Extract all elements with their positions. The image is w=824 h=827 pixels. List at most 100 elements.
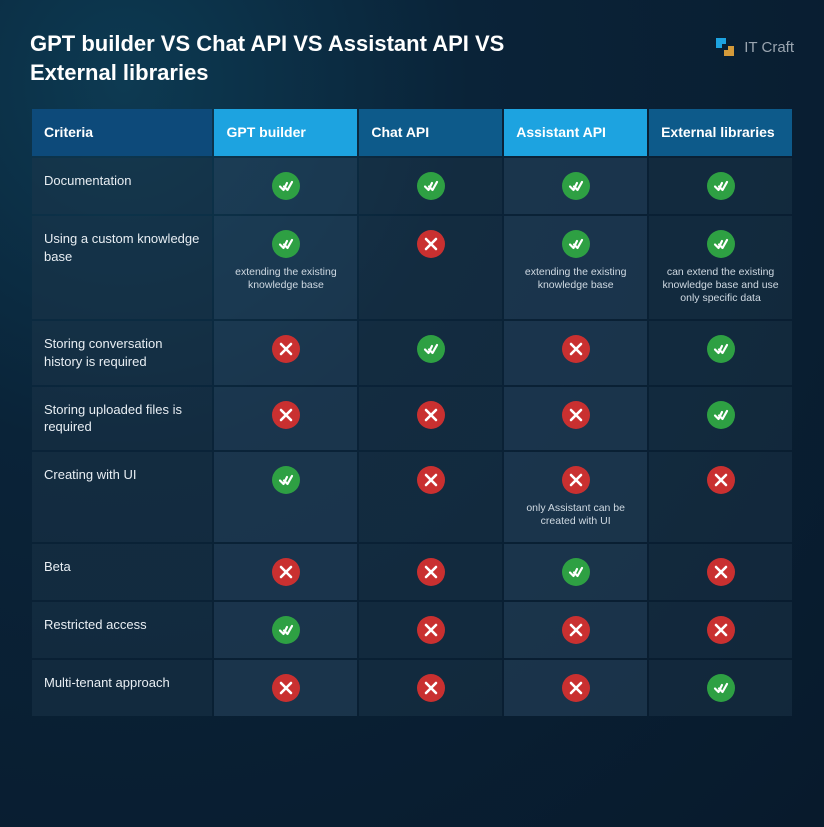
- value-cell: [504, 544, 647, 600]
- cross-icon: [562, 616, 590, 644]
- value-cell: [649, 158, 792, 214]
- status-wrapper: [371, 674, 490, 702]
- value-cell: [359, 452, 502, 542]
- table-row: Creating with UI only Assistant can be cr…: [32, 452, 792, 542]
- value-cell: only Assistant can be created with UI: [504, 452, 647, 542]
- criteria-cell: Storing conversation history is required: [32, 321, 212, 384]
- table-row: Storing uploaded files is required: [32, 387, 792, 450]
- value-cell: extending the existing knowledge base: [504, 216, 647, 319]
- check-icon: [272, 466, 300, 494]
- status-wrapper: [371, 401, 490, 429]
- status-wrapper: [226, 172, 345, 200]
- criteria-cell: Multi-tenant approach: [32, 660, 212, 716]
- status-wrapper: [371, 466, 490, 494]
- status-wrapper: [661, 466, 780, 494]
- logo-icon: [712, 34, 738, 60]
- status-wrapper: [661, 558, 780, 586]
- cross-icon: [417, 616, 445, 644]
- status-wrapper: can extend the existing knowledge base a…: [661, 230, 780, 305]
- status-wrapper: [516, 172, 635, 200]
- check-icon: [272, 230, 300, 258]
- criteria-cell: Restricted access: [32, 602, 212, 658]
- cross-icon: [417, 230, 445, 258]
- cross-icon: [562, 674, 590, 702]
- check-icon: [707, 335, 735, 363]
- status-wrapper: [516, 558, 635, 586]
- status-wrapper: [516, 335, 635, 363]
- status-wrapper: [226, 401, 345, 429]
- status-wrapper: [516, 616, 635, 644]
- criteria-cell: Creating with UI: [32, 452, 212, 542]
- check-icon: [562, 558, 590, 586]
- comparison-table: Criteria GPT builder Chat API Assistant …: [30, 107, 794, 718]
- value-cell: [214, 158, 357, 214]
- brand-logo: IT Craft: [712, 34, 794, 60]
- value-cell: [649, 544, 792, 600]
- status-wrapper: [226, 674, 345, 702]
- check-icon: [707, 230, 735, 258]
- value-cell: extending the existing knowledge base: [214, 216, 357, 319]
- criteria-header: Criteria: [32, 109, 212, 156]
- status-wrapper: [661, 172, 780, 200]
- status-wrapper: [661, 401, 780, 429]
- table-header-row: Criteria GPT builder Chat API Assistant …: [32, 109, 792, 156]
- status-wrapper: [661, 674, 780, 702]
- column-header: External libraries: [649, 109, 792, 156]
- cross-icon: [417, 674, 445, 702]
- value-cell: [504, 321, 647, 384]
- table-row: Using a custom knowledge base extending t…: [32, 216, 792, 319]
- status-wrapper: [516, 674, 635, 702]
- check-icon: [272, 172, 300, 200]
- value-cell: [359, 602, 502, 658]
- column-header: Assistant API: [504, 109, 647, 156]
- value-cell: [504, 602, 647, 658]
- value-cell: [359, 158, 502, 214]
- cross-icon: [417, 401, 445, 429]
- cross-icon: [272, 674, 300, 702]
- table-body: DocumentationUsing a custom knowledge ba…: [32, 158, 792, 716]
- status-wrapper: extending the existing knowledge base: [226, 230, 345, 292]
- status-caption: only Assistant can be created with UI: [516, 502, 635, 528]
- check-icon: [707, 172, 735, 200]
- status-wrapper: [516, 401, 635, 429]
- value-cell: [359, 321, 502, 384]
- status-wrapper: [661, 335, 780, 363]
- status-caption: can extend the existing knowledge base a…: [661, 266, 780, 305]
- table-row: Storing conversation history is required: [32, 321, 792, 384]
- status-wrapper: [371, 616, 490, 644]
- value-cell: [359, 216, 502, 319]
- table-row: Documentation: [32, 158, 792, 214]
- cross-icon: [272, 335, 300, 363]
- value-cell: [504, 387, 647, 450]
- check-icon: [562, 172, 590, 200]
- criteria-cell: Using a custom knowledge base: [32, 216, 212, 319]
- value-cell: [649, 452, 792, 542]
- value-cell: [214, 452, 357, 542]
- status-wrapper: [371, 172, 490, 200]
- value-cell: [214, 602, 357, 658]
- value-cell: [649, 602, 792, 658]
- value-cell: [214, 544, 357, 600]
- status-wrapper: [226, 558, 345, 586]
- cross-icon: [272, 401, 300, 429]
- header: GPT builder VS Chat API VS Assistant API…: [30, 30, 794, 87]
- value-cell: can extend the existing knowledge base a…: [649, 216, 792, 319]
- status-caption: extending the existing knowledge base: [226, 266, 345, 292]
- check-icon: [417, 172, 445, 200]
- cross-icon: [562, 335, 590, 363]
- value-cell: [649, 660, 792, 716]
- status-wrapper: [371, 230, 490, 258]
- cross-icon: [562, 466, 590, 494]
- value-cell: [214, 660, 357, 716]
- criteria-cell: Storing uploaded files is required: [32, 387, 212, 450]
- table-row: Multi-tenant approach: [32, 660, 792, 716]
- column-header: Chat API: [359, 109, 502, 156]
- cross-icon: [707, 466, 735, 494]
- check-icon: [562, 230, 590, 258]
- value-cell: [649, 387, 792, 450]
- status-wrapper: [661, 616, 780, 644]
- cross-icon: [562, 401, 590, 429]
- check-icon: [272, 616, 300, 644]
- table-row: Restricted access: [32, 602, 792, 658]
- check-icon: [417, 335, 445, 363]
